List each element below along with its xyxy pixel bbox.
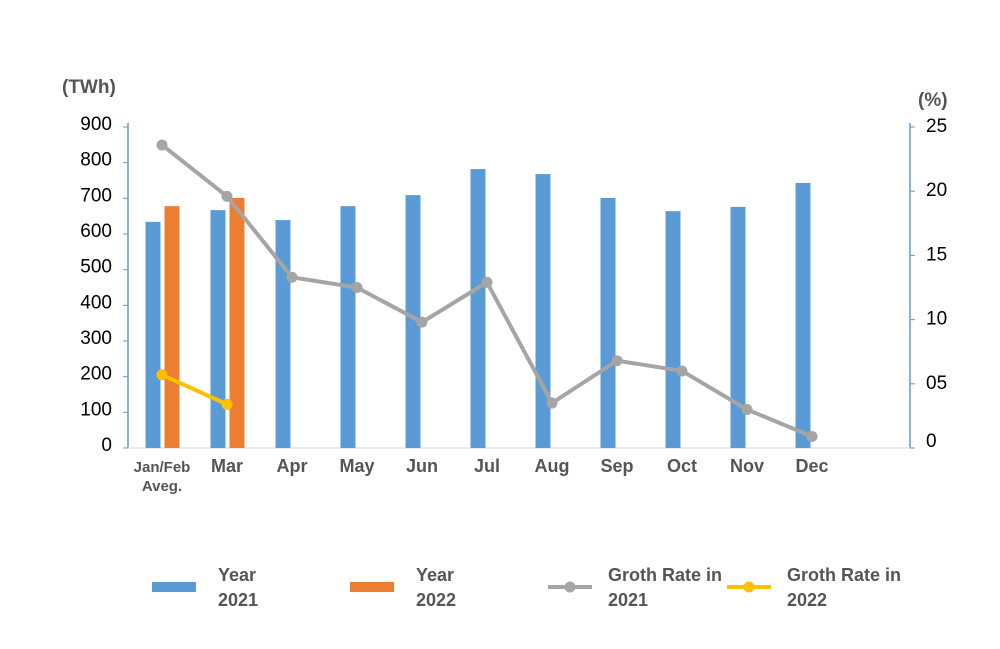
bar — [600, 197, 616, 448]
x-tick-label: Jul — [473, 456, 500, 476]
marker — [156, 369, 168, 381]
y-tick-label: 800 — [80, 150, 112, 171]
legend-marker — [743, 581, 755, 593]
y-tick-label: 100 — [80, 399, 112, 420]
line — [160, 143, 813, 439]
y2-tick-label: 0 — [926, 431, 937, 452]
legend-label: Groth Rate in 2022 — [787, 565, 902, 610]
marker — [156, 139, 168, 151]
x-tick-label: May — [339, 456, 375, 476]
bar — [275, 220, 291, 448]
y-tick-label: 600 — [80, 221, 112, 242]
marker — [806, 430, 818, 442]
marker — [546, 397, 558, 409]
y-tick-label: 0 — [101, 435, 112, 456]
x-tick-label: Jun — [405, 456, 438, 476]
legend-label: Year 2022 — [416, 565, 457, 610]
x-tick-label: Apr — [276, 456, 308, 476]
marker — [416, 316, 428, 328]
bar — [405, 195, 421, 448]
marker — [741, 403, 753, 415]
bar — [730, 206, 746, 448]
y-tick-label: 900 — [80, 114, 112, 135]
y2-tick-label: 05 — [926, 373, 947, 394]
y-tick-label: 300 — [80, 328, 112, 349]
legend-label: Year 2021 — [218, 565, 259, 610]
bar — [795, 182, 811, 448]
y2-tick-label: 20 — [926, 180, 947, 201]
y-tick-label: 200 — [80, 364, 112, 385]
x-tick-label: Nov — [729, 456, 764, 476]
x-tick-label: Aug — [534, 456, 570, 476]
marker — [221, 190, 233, 202]
marker — [676, 365, 688, 377]
y-axis-label: (TWh) — [62, 77, 116, 98]
y2-tick-label: 25 — [926, 116, 947, 137]
y2-axis-label: (%) — [918, 90, 948, 111]
x-tick-label: Jan/Feb Aveg. — [133, 459, 191, 495]
marker — [611, 355, 623, 367]
marker — [286, 271, 298, 283]
y-tick-label: 700 — [80, 185, 112, 206]
x-tick-label: Dec — [795, 456, 829, 476]
y-tick-label: 500 — [80, 257, 112, 278]
line — [161, 372, 228, 407]
legend-marker — [564, 581, 576, 593]
bar — [164, 206, 180, 448]
x-tick-label: Oct — [666, 456, 697, 476]
y2-tick-label: 15 — [926, 244, 947, 265]
marker — [221, 398, 233, 410]
bar — [340, 206, 356, 448]
bar — [210, 210, 226, 448]
x-tick-label: Mar — [210, 456, 243, 476]
marker — [481, 276, 493, 288]
legend-label: Groth Rate in 2021 — [608, 565, 723, 610]
bar — [470, 169, 486, 448]
bar — [145, 221, 161, 448]
y2-tick-label: 10 — [926, 309, 947, 330]
y-tick-label: 400 — [80, 292, 112, 313]
marker — [351, 282, 363, 293]
bar — [665, 211, 681, 448]
x-tick-label: Sep — [600, 456, 634, 476]
bar — [229, 197, 245, 448]
